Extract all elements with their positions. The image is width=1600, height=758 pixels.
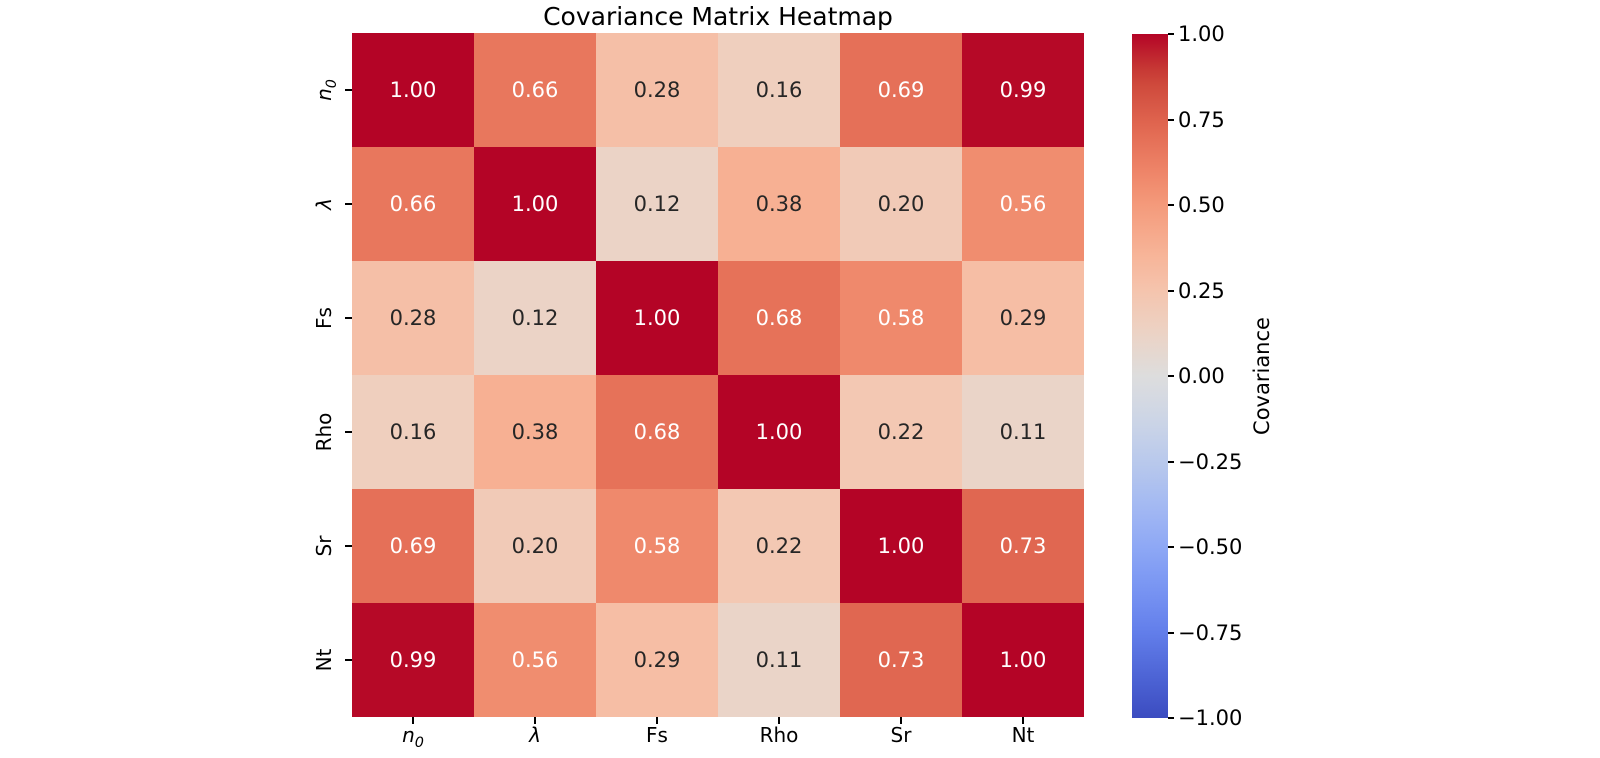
y-tick-label-5: Nt — [312, 648, 336, 672]
y-tick-mark-2 — [345, 317, 352, 319]
heatmap-cell-r5c5: 1.00 — [962, 603, 1084, 717]
y-tick-mark-5 — [345, 659, 352, 661]
colorbar-tick-mark-2 — [1168, 204, 1174, 206]
heatmap-cell-r3c4: 0.22 — [840, 375, 962, 489]
colorbar — [1132, 34, 1168, 718]
colorbar-tick-label-1: 0.75 — [1178, 107, 1225, 132]
heatmap-cell-r4c5: 0.73 — [962, 489, 1084, 603]
x-tick-mark-5 — [1022, 717, 1024, 724]
y-tick-label-0: n0 — [312, 79, 340, 101]
heatmap-cell-r4c2: 0.58 — [596, 489, 718, 603]
x-tick-label-1: λ — [529, 723, 541, 747]
x-tick-mark-1 — [534, 717, 536, 724]
colorbar-tick-mark-4 — [1168, 375, 1174, 377]
heatmap-cell-r1c5: 0.56 — [962, 147, 1084, 261]
heatmap-cell-r1c1: 1.00 — [474, 147, 596, 261]
heatmap-cell-r2c5: 0.29 — [962, 261, 1084, 375]
heatmap-cell-r2c0: 0.28 — [352, 261, 474, 375]
heatmap-cell-r2c3: 0.68 — [718, 261, 840, 375]
colorbar-tick-label-4: 0.00 — [1178, 364, 1225, 388]
colorbar-tick-label-2: 0.50 — [1178, 193, 1225, 217]
colorbar-tick-mark-8 — [1168, 717, 1174, 719]
y-tick-label-3: Rho — [312, 412, 336, 452]
y-tick-label-4: Sr — [312, 535, 336, 557]
heatmap-cell-r0c3: 0.16 — [718, 33, 840, 147]
heatmap-cell-r3c1: 0.38 — [474, 375, 596, 489]
x-tick-mark-2 — [656, 717, 658, 724]
colorbar-tick-label-5: −0.25 — [1178, 449, 1243, 474]
colorbar-tick-mark-5 — [1168, 460, 1174, 463]
x-tick-label-0: n0 — [402, 723, 424, 751]
heatmap-cell-r3c5: 0.11 — [962, 375, 1084, 489]
x-tick-mark-3 — [778, 717, 780, 724]
x-tick-label-5: Nt — [1011, 723, 1035, 747]
heatmap-cell-r1c4: 0.20 — [840, 147, 962, 261]
colorbar-tick-label-3: 0.25 — [1178, 278, 1225, 303]
heatmap-cell-r0c5: 0.99 — [962, 33, 1084, 147]
heatmap-cell-r5c0: 0.99 — [352, 603, 474, 717]
y-tick-label-2: Fs — [312, 307, 336, 329]
heatmap-cell-r3c3: 1.00 — [718, 375, 840, 489]
heatmap-cell-r2c1: 0.12 — [474, 261, 596, 375]
y-tick-label-1: λ — [312, 198, 336, 210]
heatmap-cell-r0c1: 0.66 — [474, 33, 596, 147]
x-tick-label-4: Sr — [890, 723, 912, 747]
colorbar-tick-mark-6 — [1168, 546, 1174, 548]
colorbar-tick-label-8: −1.00 — [1178, 706, 1243, 730]
colorbar-tick-label-7: −0.75 — [1178, 620, 1243, 645]
heatmap-cell-r2c2: 1.00 — [596, 261, 718, 375]
y-tick-mark-4 — [345, 545, 352, 547]
x-tick-mark-4 — [900, 717, 902, 724]
heatmap-grid: 1.00 0.66 0.28 0.16 0.69 0.99 0.66 1.00 0.12 0.38… — [352, 33, 1084, 717]
colorbar-tick-mark-1 — [1168, 118, 1174, 121]
heatmap-cell-r2c4: 0.58 — [840, 261, 962, 375]
colorbar-tick-label-6: −0.50 — [1178, 535, 1243, 559]
heatmap-cell-r4c3: 0.22 — [718, 489, 840, 603]
heatmap-cell-r4c0: 0.69 — [352, 489, 474, 603]
heatmap-cell-r4c4: 1.00 — [840, 489, 962, 603]
heatmap-cell-r4c1: 0.20 — [474, 489, 596, 603]
x-tick-label-2: Fs — [646, 723, 668, 747]
heatmap-cell-r5c1: 0.56 — [474, 603, 596, 717]
x-tick-label-3: Rho — [759, 723, 799, 747]
colorbar-tick-mark-3 — [1168, 289, 1174, 292]
y-tick-mark-0 — [345, 89, 352, 91]
heatmap-cell-r3c0: 0.16 — [352, 375, 474, 489]
heatmap-cell-r0c0: 1.00 — [352, 33, 474, 147]
heatmap-cell-r1c3: 0.38 — [718, 147, 840, 261]
heatmap-cell-r5c3: 0.11 — [718, 603, 840, 717]
y-tick-mark-3 — [345, 431, 352, 433]
y-tick-mark-1 — [345, 203, 352, 205]
colorbar-tick-mark-7 — [1168, 631, 1174, 634]
chart-title: Covariance Matrix Heatmap — [543, 2, 893, 31]
heatmap-cell-r1c0: 0.66 — [352, 147, 474, 261]
x-tick-mark-0 — [412, 717, 414, 724]
heatmap-cell-r0c4: 0.69 — [840, 33, 962, 147]
heatmap-cell-r5c2: 0.29 — [596, 603, 718, 717]
heatmap-cell-r0c2: 0.28 — [596, 33, 718, 147]
heatmap-cell-r5c4: 0.73 — [840, 603, 962, 717]
heatmap-cell-r1c2: 0.12 — [596, 147, 718, 261]
colorbar-tick-label-0: 1.00 — [1178, 22, 1225, 46]
colorbar-tick-mark-0 — [1168, 33, 1174, 35]
colorbar-label: Covariance — [1250, 317, 1274, 435]
heatmap-cell-r3c2: 0.68 — [596, 375, 718, 489]
